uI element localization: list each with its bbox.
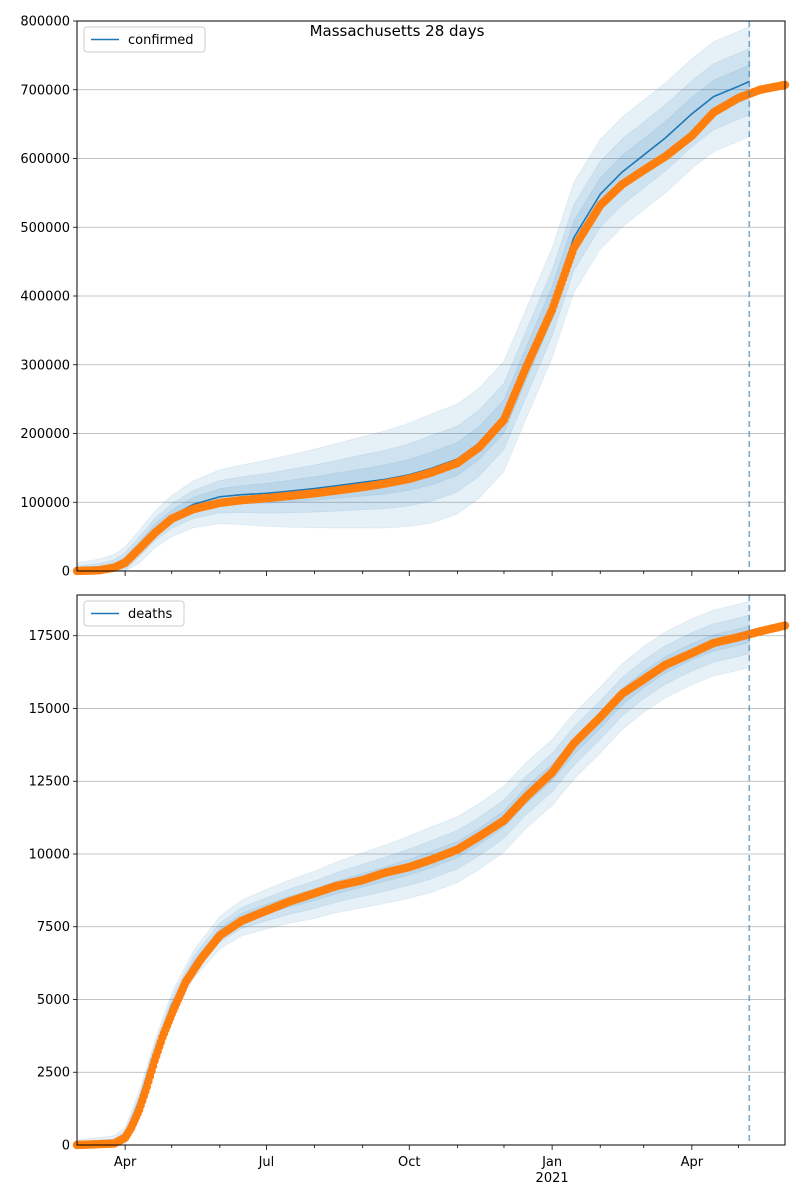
figure-title: Massachusetts 28 days [310,22,485,40]
legend-label: confirmed [128,33,194,48]
y-tick-label: 17500 [29,629,70,644]
y-tick-label: 7500 [37,920,70,935]
axes-frame [76,20,786,572]
x-tick-label: Oct [398,1155,420,1170]
uncertainty-band [76,614,750,1146]
y-tick-label: 200000 [20,427,70,442]
legend-box [83,26,206,53]
x-tick-label: Apr [681,1155,704,1170]
x-tick-label: Jan [541,1155,562,1170]
y-tick-label: 800000 [20,15,70,30]
y-tick-label: 300000 [20,358,70,373]
axes-frame [76,594,786,1146]
x-tick-label: Apr [114,1155,137,1170]
confirmed-chart: 0 100000 200000 300000 400000 500000 600000 700… [20,15,790,580]
y-tick-label: 400000 [20,290,70,305]
y-tick-label: 10000 [29,847,70,862]
y-tick-label: 0 [62,1139,70,1154]
y-tick-label: 100000 [20,496,70,511]
y-tick-label: 700000 [20,83,70,98]
y-tick-label: 2500 [37,1066,70,1081]
y-tick-label: 500000 [20,221,70,236]
y-tick-label: 15000 [29,702,70,717]
y-tick-label: 12500 [29,775,70,790]
deaths-chart: 0 2500 5000 7500 10000 12500 15000 17500 Apr Jul O… [29,594,790,1186]
legend-label: deaths [128,607,173,622]
y-tick-label: 5000 [37,993,70,1008]
legend-box [83,600,185,627]
x-tick-label: 2021 [536,1171,569,1186]
legend: deaths [83,600,185,627]
legend: confirmed [83,26,206,53]
x-tick-label: Jul [258,1155,275,1170]
y-tick-label: 0 [62,565,70,580]
y-tick-label: 600000 [20,152,70,167]
